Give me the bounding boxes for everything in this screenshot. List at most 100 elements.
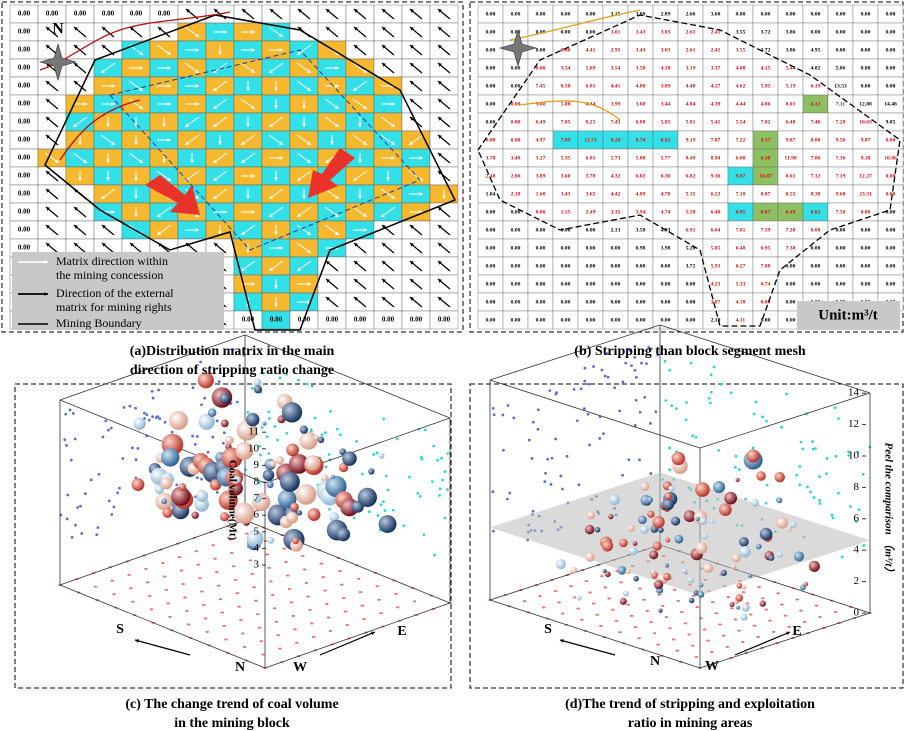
floor-dot [615, 620, 619, 622]
mesh-value: 3.65 [586, 191, 596, 197]
mesh-value: 4.42 [611, 191, 621, 197]
mesh-value: 0.00 [861, 29, 871, 35]
mesh-value: 0.00 [661, 299, 671, 305]
mesh-value: 2.89 [661, 11, 671, 17]
wall-dot [74, 438, 77, 441]
sphere [246, 413, 259, 426]
wall-dot [236, 401, 239, 404]
wall-dot [831, 514, 834, 517]
wall-dot [268, 417, 271, 420]
floor-dot [112, 593, 116, 595]
floor-dot [286, 574, 290, 576]
cell-label: 0.00 [18, 190, 31, 198]
mesh-value: 6.08 [736, 155, 746, 161]
floor-dot [127, 574, 131, 576]
mesh-value: 8.87 [761, 209, 771, 215]
sphere [633, 541, 638, 546]
floor-dot [607, 598, 611, 600]
wall-dot [643, 396, 646, 399]
sphere [748, 573, 752, 577]
floor-dot [178, 556, 182, 558]
wall-dot [730, 391, 733, 394]
floor-dot [580, 619, 584, 621]
mesh-value: 3.03 [661, 29, 671, 35]
mesh-value: 3.58 [636, 227, 646, 233]
sphere [695, 482, 710, 497]
sphere [689, 598, 695, 604]
sphere [633, 576, 639, 582]
direction-label: S [116, 622, 124, 637]
cell-label: 0.00 [18, 154, 31, 162]
mesh-value: 2.66 [686, 11, 696, 17]
wall-dot [368, 510, 371, 513]
wall-dot [285, 432, 288, 435]
floor-dot [375, 585, 379, 587]
y-tick-label: 14 [848, 387, 860, 399]
mesh-value: 4.89 [636, 191, 646, 197]
mesh-value: 0.00 [536, 47, 546, 53]
sphere [638, 516, 647, 525]
floor-dot [780, 603, 784, 605]
mesh-value: 8.37 [761, 137, 771, 143]
floor-dot [211, 544, 215, 546]
mesh-value: 5.81 [686, 119, 696, 125]
floor-dot [795, 598, 799, 600]
wall-dot [267, 452, 270, 455]
wall-dot [175, 483, 178, 486]
wall-dot [273, 425, 276, 428]
mesh-value: 6.88 [636, 119, 646, 125]
sphere [741, 603, 749, 611]
floor-dot [220, 612, 224, 614]
floor-dot [249, 559, 253, 561]
mesh-value: 0.00 [486, 83, 496, 89]
wall-dot [207, 451, 210, 454]
mesh-value: 4.80 [636, 83, 646, 89]
y-tick-label: 8 [254, 476, 260, 488]
wall-dot [311, 385, 314, 388]
mesh-value: 0.00 [511, 119, 521, 125]
wall-dot [433, 554, 436, 557]
sphere [286, 443, 299, 456]
wall-dot [709, 402, 712, 405]
wall-dot [691, 435, 694, 438]
mesh-value: 0.00 [511, 65, 521, 71]
sphere [640, 525, 649, 534]
mesh-value: 0.00 [861, 263, 871, 269]
wall-dot [402, 524, 405, 527]
floor-dot [241, 633, 245, 635]
floor-dot [710, 651, 714, 653]
wall-dot [566, 455, 569, 458]
mesh-value: 3.60 [561, 173, 571, 179]
mesh-value: 0.00 [511, 83, 521, 89]
floor-dot [768, 620, 772, 622]
mesh-value: 0.00 [886, 245, 896, 251]
floor-dot [260, 640, 264, 642]
wall-dot [627, 458, 630, 461]
mesh-value: 6.48 [736, 245, 746, 251]
wall-dot [785, 393, 788, 396]
mesh-value: 4.32 [611, 173, 621, 179]
wall-dot [267, 411, 270, 414]
mesh-value: 12.88 [859, 101, 872, 107]
floor-dot [224, 638, 228, 640]
wall-dot [76, 506, 79, 509]
sphere [665, 538, 670, 543]
mesh-value: 0.00 [636, 263, 646, 269]
sphere [595, 527, 601, 533]
mesh-value: 3.72 [761, 29, 771, 35]
mesh-value: 6.49 [536, 119, 546, 125]
floor-dot [799, 610, 803, 612]
y-tick-label: 3 [254, 559, 260, 571]
mesh-value: 0.00 [486, 119, 496, 125]
wall-dot [118, 487, 121, 490]
floor-dot [561, 613, 565, 615]
mesh-value: 6.19 [811, 83, 821, 89]
cell-label: 0.00 [18, 136, 31, 144]
unit-label: Unit:m³/t [818, 307, 878, 323]
mesh-value: 0.00 [561, 317, 571, 323]
wall-dot [752, 447, 755, 450]
caption: ratio in mining areas [628, 716, 753, 731]
wall-dot [440, 457, 443, 460]
mesh-value: 0.00 [586, 227, 596, 233]
floor-dot [379, 612, 383, 614]
